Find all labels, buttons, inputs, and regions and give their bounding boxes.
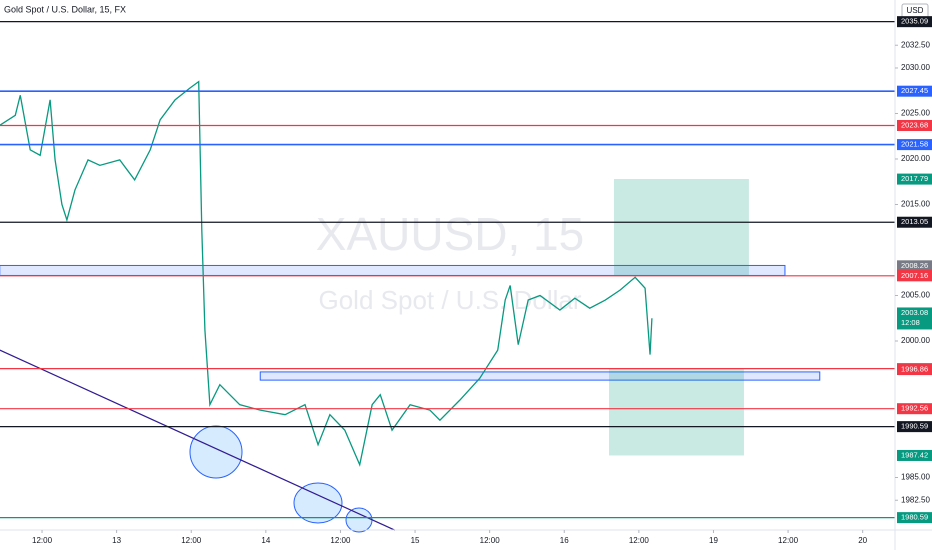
price-label: 1980.59 xyxy=(901,513,928,522)
price-label-box xyxy=(897,512,932,524)
price-line xyxy=(0,80,653,467)
price-label-box xyxy=(897,173,932,185)
currency[interactable]: USD xyxy=(907,6,924,15)
drawing-circle xyxy=(293,482,343,524)
price-label: 1987.42 xyxy=(901,450,928,459)
price-label-box xyxy=(897,364,932,376)
y-tick-label: 2032.50 xyxy=(901,40,930,49)
price-label-box xyxy=(897,421,932,433)
y-tick-label: 2025.00 xyxy=(901,109,930,118)
price-label: 2023.68 xyxy=(901,120,928,129)
x-tick-label: 15 xyxy=(411,536,420,545)
y-tick-label: 2015.00 xyxy=(901,200,930,209)
y-tick-label: 1982.50 xyxy=(901,495,930,504)
price-label: 1990.59 xyxy=(901,422,928,431)
y-tick-label: 2005.00 xyxy=(901,291,930,300)
y-tick-label: 2020.00 xyxy=(901,154,930,163)
zone xyxy=(613,179,749,276)
x-tick-label: 16 xyxy=(560,536,569,545)
price-label: 2013.05 xyxy=(901,217,928,226)
x-tick-label: 12:00 xyxy=(330,536,351,545)
price-label: 2003.08 xyxy=(901,308,928,317)
price-label-countdown: 12:08 xyxy=(901,318,920,327)
y-tick-label: 2030.00 xyxy=(901,63,930,72)
x-tick-label: 12:00 xyxy=(32,536,53,545)
watermark-subtitle: Gold Spot / U.S. Dollar xyxy=(319,285,582,315)
trendline xyxy=(0,349,396,531)
zone xyxy=(259,371,821,381)
x-tick-label: 12:00 xyxy=(778,536,799,545)
x-tick-label: 20 xyxy=(858,536,867,545)
chart-title: Gold Spot / U.S. Dollar, 15, FX xyxy=(4,4,126,14)
price-label-box xyxy=(897,139,932,151)
zone xyxy=(609,368,744,456)
price-label: 1992.56 xyxy=(901,404,928,413)
price-label-box xyxy=(897,260,932,272)
price-label: 1996.86 xyxy=(901,365,928,374)
price-label: 2008.26 xyxy=(901,261,928,270)
price-label-box xyxy=(897,307,932,330)
drawing-circle xyxy=(345,507,373,533)
price-label: 2035.09 xyxy=(901,17,928,26)
drawing-circle xyxy=(189,425,243,479)
price-label-box xyxy=(897,270,932,282)
price-label: 2017.79 xyxy=(901,174,928,183)
price-label-box xyxy=(897,85,932,97)
price-label: 2021.58 xyxy=(901,140,928,149)
watermark: XAUUSD, 15 xyxy=(316,208,584,260)
price-label: 2027.45 xyxy=(901,86,928,95)
price-label-box xyxy=(897,216,932,228)
price-label-box xyxy=(897,119,932,131)
x-tick-label: 14 xyxy=(261,536,270,545)
x-tick-label: 19 xyxy=(709,536,718,545)
price-label-box xyxy=(897,449,932,461)
y-tick-label: 2000.00 xyxy=(901,336,930,345)
y-tick-label: 1985.00 xyxy=(901,473,930,482)
x-tick-label: 12:00 xyxy=(629,536,650,545)
x-tick-label: 12:00 xyxy=(181,536,202,545)
x-tick-label: 12:00 xyxy=(480,536,501,545)
price-label-box xyxy=(897,16,932,28)
price-label: 2007.16 xyxy=(901,271,928,280)
x-tick-label: 13 xyxy=(112,536,121,545)
price-label-box xyxy=(897,403,932,415)
